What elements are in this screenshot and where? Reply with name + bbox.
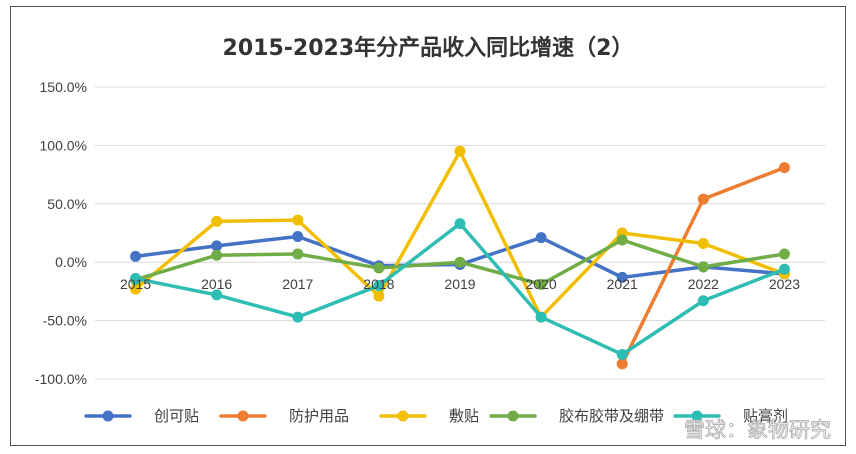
chart-frame: 2015-2023年分产品收入同比增速（2） 150.0% 100.0% 50.0%… (10, 6, 846, 446)
data-point (130, 273, 142, 285)
data-point (697, 261, 709, 273)
data-point (211, 240, 223, 252)
data-point (616, 234, 628, 246)
data-point (292, 214, 304, 226)
legend-label: 敷贴 (449, 407, 479, 425)
data-point (616, 348, 628, 360)
watermark: 雪球：象物研究 (684, 418, 831, 442)
legend: 创可贴 防护用品 敷贴 胶布胶带及绷带 贴膏剂 (84, 407, 788, 425)
gridlines (95, 86, 825, 380)
legend-marker (102, 410, 114, 422)
legend-item: 创可贴 (84, 407, 199, 425)
data-point (211, 289, 223, 301)
data-point (292, 311, 304, 323)
data-point (697, 295, 709, 307)
data-point (292, 231, 304, 243)
data-point (778, 263, 790, 275)
y-tick-label: -50.0% (43, 313, 87, 329)
x-tick-label: 2020 (526, 276, 557, 292)
x-tick-label: 2015 (120, 276, 151, 292)
x-tick-label: 2018 (363, 276, 394, 292)
line-chart: 2015-2023年分产品收入同比增速（2） 150.0% 100.0% 50.0%… (35, 35, 832, 442)
x-tick-label: 2022 (688, 276, 719, 292)
data-point (535, 311, 547, 323)
data-point (130, 283, 142, 295)
series-group (616, 162, 790, 370)
y-axis-ticks: 150.0% 100.0% 50.0% 0.0% -50.0% -100.0% (35, 79, 87, 387)
data-point (454, 256, 466, 268)
legend-marker (237, 410, 249, 422)
chart-title: 2015-2023年分产品收入同比增速（2） (223, 35, 634, 61)
y-tick-label: 50.0% (47, 196, 87, 212)
y-tick-label: 100.0% (40, 137, 87, 153)
legend-marker (507, 410, 519, 422)
data-point (373, 280, 385, 292)
data-point (535, 278, 547, 290)
data-point (697, 238, 709, 250)
data-point (616, 358, 628, 370)
y-tick-label: 0.0% (55, 254, 87, 270)
data-point (616, 271, 628, 283)
data-point (211, 249, 223, 261)
series-lines (130, 145, 790, 370)
data-point (373, 290, 385, 302)
data-point (535, 232, 547, 244)
legend-item: 胶布胶带及绷带 (489, 407, 664, 425)
legend-marker (691, 410, 703, 422)
x-tick-label: 2019 (444, 276, 475, 292)
legend-label: 防护用品 (289, 407, 349, 425)
data-point (130, 250, 142, 262)
y-tick-label: -100.0% (35, 371, 87, 387)
legend-label: 胶布胶带及绷带 (559, 407, 664, 425)
x-axis-ticks: 2015 2016 2017 2018 2019 2020 2021 2022 2023 (120, 276, 800, 292)
y-tick-label: 150.0% (40, 79, 87, 95)
legend-label: 创可贴 (154, 407, 199, 425)
x-tick-label: 2023 (769, 276, 800, 292)
x-tick-label: 2016 (201, 276, 232, 292)
data-point (697, 193, 709, 205)
series-group (130, 145, 790, 323)
data-point (454, 218, 466, 230)
legend-marker (397, 410, 409, 422)
legend-item: 敷贴 (379, 407, 479, 425)
data-point (292, 248, 304, 260)
data-point (778, 248, 790, 260)
data-point (454, 145, 466, 157)
x-tick-label: 2017 (282, 276, 313, 292)
legend-label: 贴膏剂 (743, 407, 788, 425)
series-group (130, 218, 790, 360)
x-tick-label: 2021 (607, 276, 638, 292)
data-point (373, 262, 385, 274)
legend-item: 防护用品 (219, 407, 349, 425)
data-point (778, 162, 790, 174)
data-point (211, 215, 223, 227)
legend-item: 贴膏剂 (673, 407, 788, 425)
